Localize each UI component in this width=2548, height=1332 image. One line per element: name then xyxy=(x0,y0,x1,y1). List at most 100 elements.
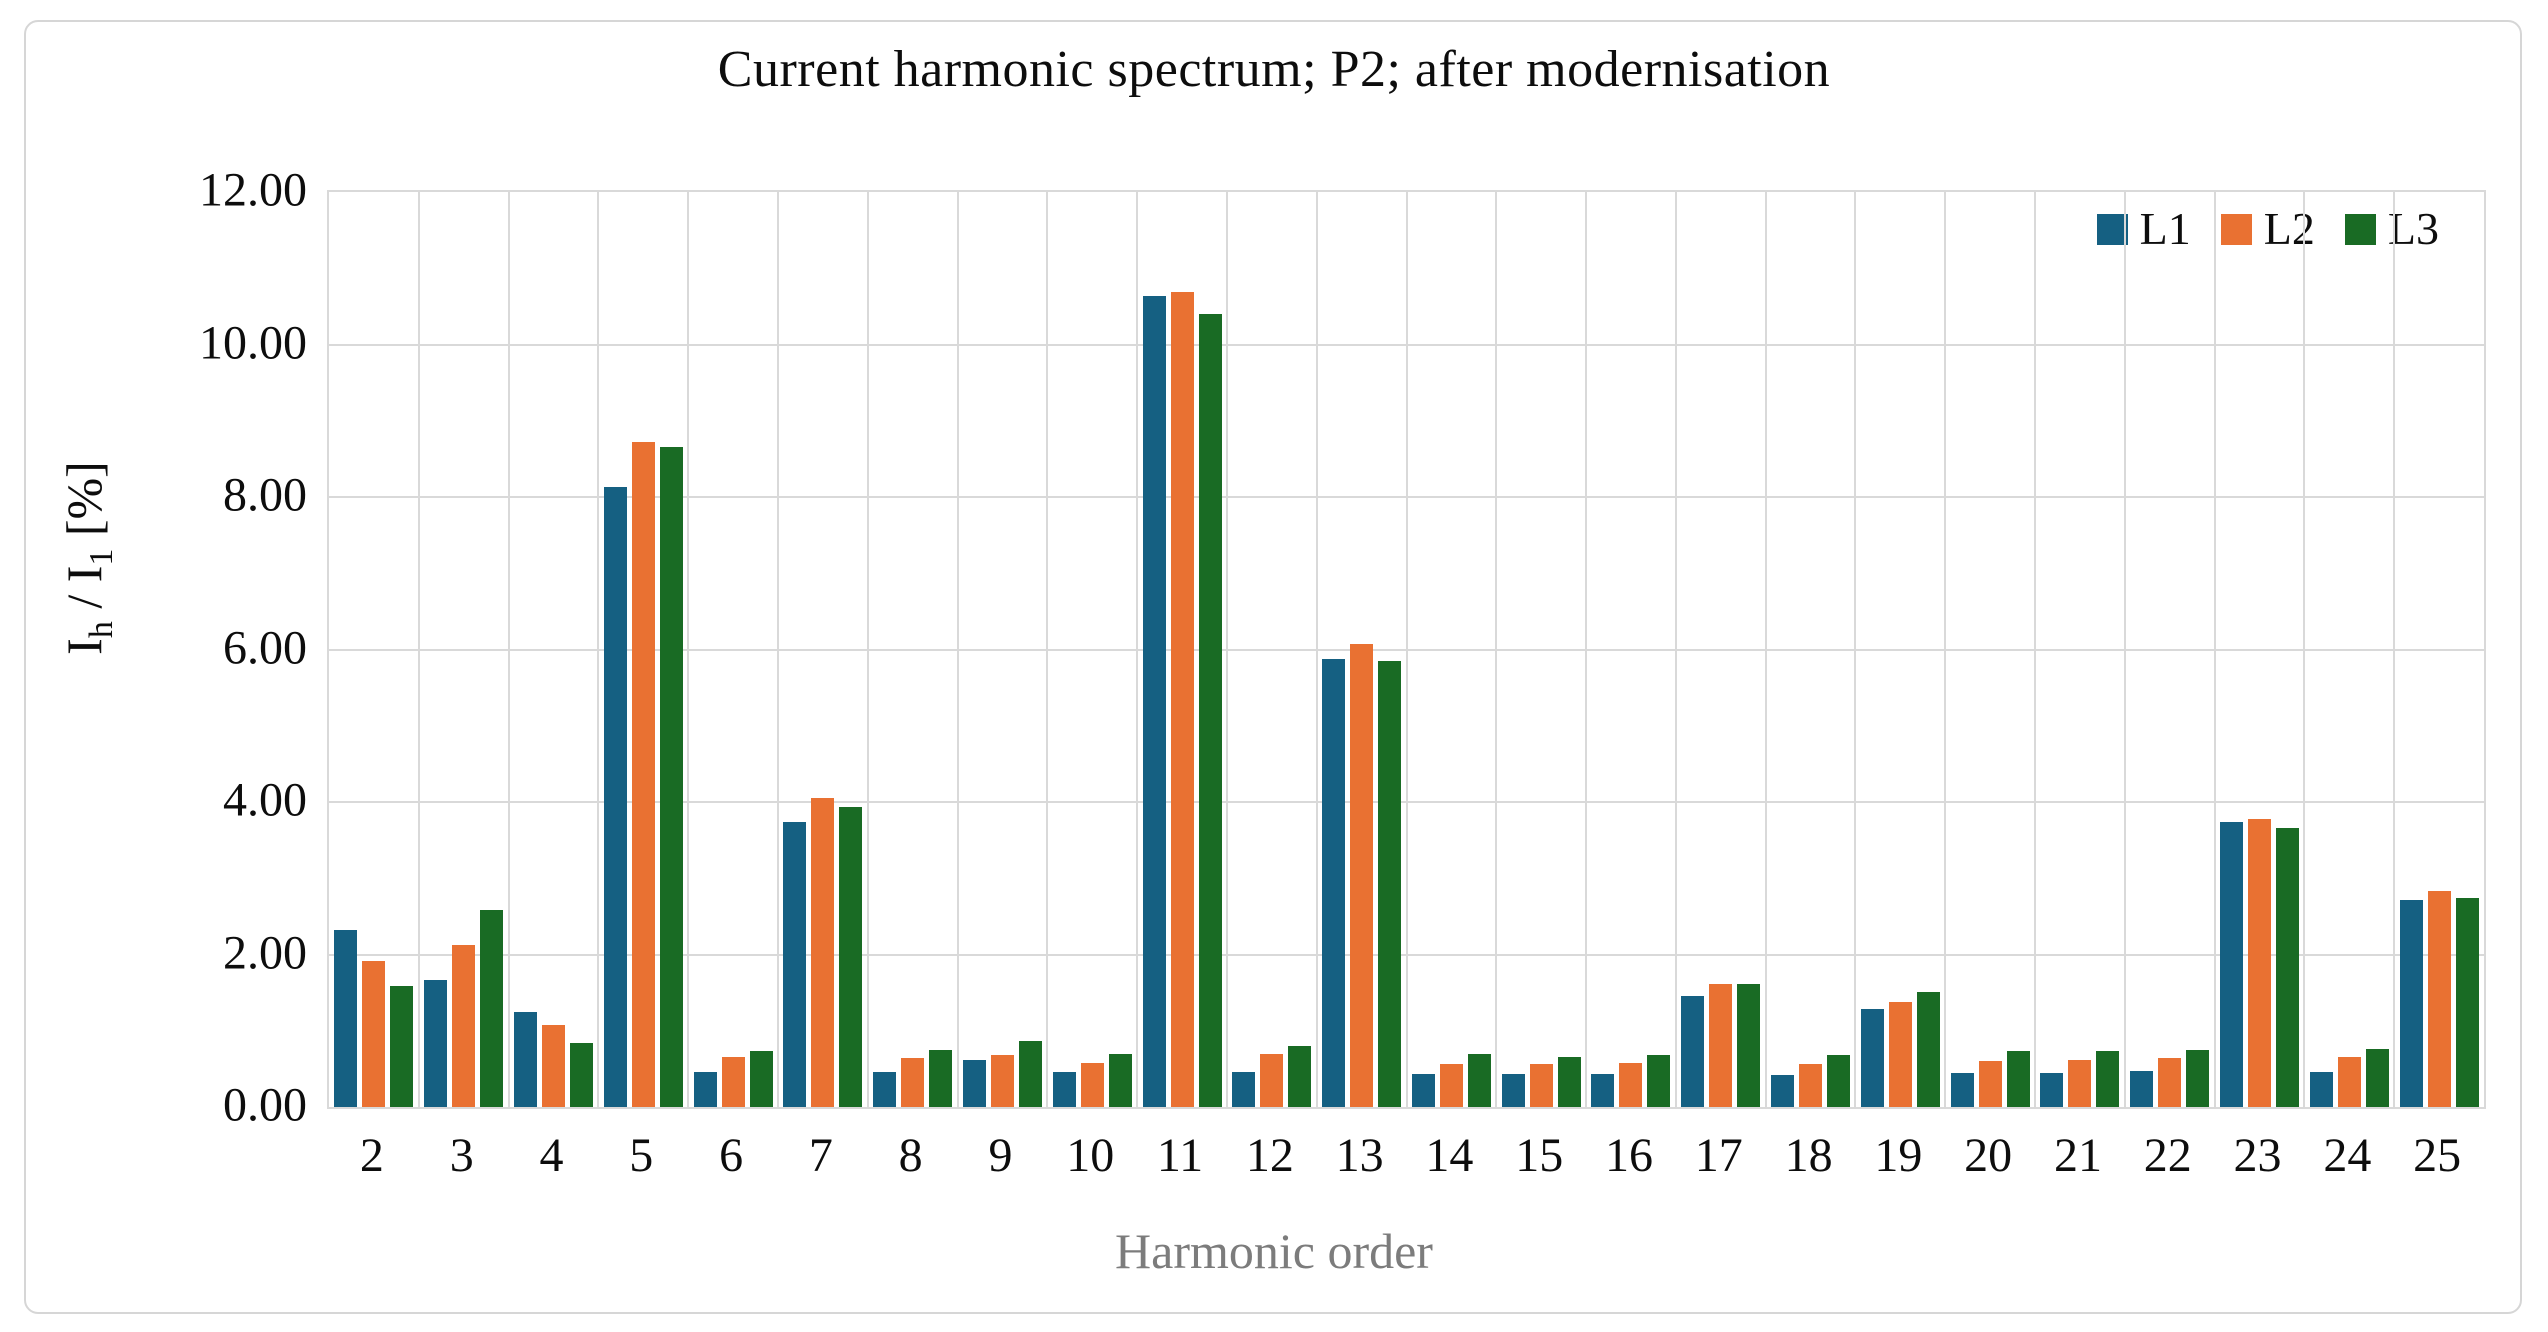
bar-L3-h23 xyxy=(2276,827,2300,1107)
bar-L2-h11 xyxy=(1170,291,1194,1107)
bar-L1-h13 xyxy=(1322,659,1346,1107)
bar-L1-h24 xyxy=(2309,1071,2333,1107)
bar-L3-h3 xyxy=(480,909,504,1107)
bar-L3-h25 xyxy=(2455,898,2479,1107)
bar-L1-h7 xyxy=(783,821,807,1107)
bar-L1-h10 xyxy=(1052,1071,1076,1107)
x-tick-label: 17 xyxy=(1694,1129,1743,1182)
x-tick-label: 8 xyxy=(898,1129,923,1182)
bar-L2-h3 xyxy=(452,944,476,1107)
x-tick-label: 2 xyxy=(359,1129,384,1182)
gridline-vertical xyxy=(2213,192,2216,1107)
x-tick-label: 13 xyxy=(1335,1129,1384,1182)
bar-L3-h10 xyxy=(1108,1053,1132,1107)
bar-L3-h7 xyxy=(839,807,863,1107)
bar-L1-h19 xyxy=(1860,1008,1884,1107)
plot-area: L1 L2 L3 xyxy=(327,190,2486,1109)
bar-L1-h23 xyxy=(2220,821,2244,1107)
bar-L2-h7 xyxy=(811,798,835,1107)
x-tick-label: 3 xyxy=(449,1129,474,1182)
y-tick-label: 2.00 xyxy=(223,926,307,979)
bar-L3-h9 xyxy=(1018,1041,1042,1107)
gridline-vertical xyxy=(1854,192,1857,1107)
y-tick-label: 6.00 xyxy=(223,621,307,674)
legend-item-L2: L2 xyxy=(2220,203,2315,254)
bar-L3-h4 xyxy=(569,1042,593,1107)
bar-L1-h6 xyxy=(693,1071,717,1107)
y-axis-title-sub-1: 1 xyxy=(83,548,120,566)
gridline-vertical xyxy=(2303,192,2306,1107)
y-tick-label: 0.00 xyxy=(223,1078,307,1132)
gridline-vertical xyxy=(2034,192,2037,1107)
bar-L2-h25 xyxy=(2427,891,2451,1107)
gridline-vertical xyxy=(2123,192,2126,1107)
x-tick-label: 22 xyxy=(2143,1129,2192,1182)
x-tick-label: 9 xyxy=(988,1129,1013,1182)
bar-L2-h9 xyxy=(990,1055,1014,1107)
x-tick-label: 14 xyxy=(1425,1129,1474,1182)
legend-item-L3: L3 xyxy=(2344,206,2439,252)
bar-L2-h14 xyxy=(1439,1063,1463,1107)
bar-L2-h16 xyxy=(1619,1062,1643,1107)
legend-swatch-L2 xyxy=(2220,213,2252,245)
bar-L3-h2 xyxy=(390,985,414,1107)
gridline-vertical xyxy=(1674,192,1677,1107)
gridline-vertical xyxy=(417,192,420,1107)
x-tick-label: 6 xyxy=(719,1129,744,1182)
bar-L1-h15 xyxy=(1501,1074,1525,1107)
bar-L1-h17 xyxy=(1681,995,1705,1107)
gridline-vertical xyxy=(1495,192,1498,1107)
x-tick-label: 18 xyxy=(1784,1129,1833,1182)
gridline-vertical xyxy=(1944,192,1947,1107)
y-tick-label: 10.00 xyxy=(199,316,307,369)
bar-L3-h11 xyxy=(1198,314,1222,1107)
bar-L3-h16 xyxy=(1647,1055,1671,1107)
bar-L3-h18 xyxy=(1827,1055,1851,1107)
bar-L2-h15 xyxy=(1529,1063,1553,1107)
y-tick-label: 8.00 xyxy=(223,468,307,522)
legend: L1 L2 L3 xyxy=(2096,203,2439,254)
bar-L3-h8 xyxy=(929,1049,953,1107)
bar-L2-h21 xyxy=(2068,1059,2092,1107)
bar-L2-h13 xyxy=(1350,644,1374,1107)
legend-label-L2: L2 xyxy=(2263,203,2315,254)
bar-L1-h14 xyxy=(1411,1074,1435,1107)
bar-L3-h20 xyxy=(2006,1050,2030,1107)
bar-L2-h10 xyxy=(1080,1062,1104,1107)
x-tick-label: 5 xyxy=(629,1129,654,1182)
chart-title: Current harmonic spectrum; P2; after mod… xyxy=(717,41,1831,98)
bar-L3-h15 xyxy=(1557,1056,1581,1107)
y-tick-label: 12.00 xyxy=(199,163,307,217)
gridline-vertical xyxy=(1225,192,1228,1107)
gridline-vertical xyxy=(1046,192,1049,1107)
bar-L2-h18 xyxy=(1799,1063,1823,1107)
gridline-vertical xyxy=(956,192,959,1107)
gridline-vertical xyxy=(1405,192,1408,1107)
gridline-vertical xyxy=(1136,192,1139,1107)
x-tick-label: 12 xyxy=(1245,1129,1294,1182)
legend-swatch-L3 xyxy=(2344,213,2376,245)
bar-L2-h20 xyxy=(1978,1060,2002,1107)
y-axis-title-base: I xyxy=(56,638,112,655)
y-axis-title-unit: [%] xyxy=(56,461,112,549)
x-tick-label: 4 xyxy=(539,1129,564,1182)
bar-L1-h12 xyxy=(1232,1071,1256,1107)
bar-L3-h14 xyxy=(1467,1054,1491,1107)
bar-L3-h17 xyxy=(1737,984,1761,1107)
gridline-vertical xyxy=(687,192,690,1107)
x-tick-label: 7 xyxy=(808,1129,833,1182)
bar-L2-h6 xyxy=(721,1057,745,1107)
gridline-vertical xyxy=(2393,192,2396,1107)
bar-L1-h8 xyxy=(873,1071,897,1107)
bar-L1-h18 xyxy=(1771,1074,1795,1107)
bar-L2-h5 xyxy=(631,442,655,1107)
legend-label-L1: L1 xyxy=(2139,203,2191,254)
bar-L2-h22 xyxy=(2158,1058,2182,1107)
bar-L2-h8 xyxy=(901,1058,925,1107)
y-tick-label: 4.00 xyxy=(223,773,307,827)
x-tick-label: 25 xyxy=(2413,1129,2462,1182)
bar-L2-h17 xyxy=(1709,984,1733,1107)
bar-L2-h4 xyxy=(541,1024,565,1107)
bar-L1-h4 xyxy=(513,1011,537,1107)
